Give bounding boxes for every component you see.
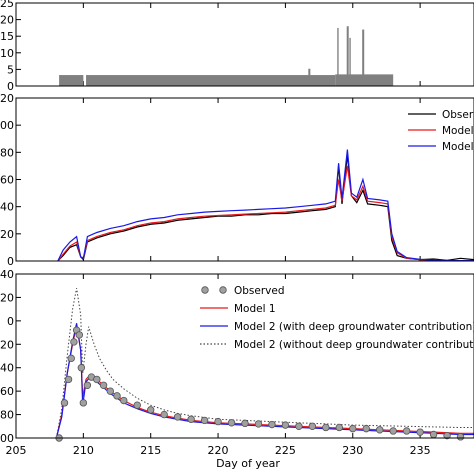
top-axes-frame	[15, 2, 474, 87]
bottom-observed-point	[70, 338, 78, 346]
middle-ytick-label: 40	[0, 201, 14, 214]
bottom-observed-point	[227, 419, 236, 427]
bottom-legend-label: Model 2 (with deep groundwater contribut…	[234, 321, 474, 333]
rain-bar	[308, 68, 311, 86]
bottom-ytick-label: -60	[0, 385, 14, 398]
middle-legend-label: Model 1	[442, 125, 474, 137]
rain-bar	[337, 27, 339, 86]
water-level-panel: -100 -80 -60 -40 -20 0 20 40 205 210 215 220 225 230 2…	[0, 268, 474, 457]
bottom-observed-point	[79, 399, 88, 407]
bottom-observed-point	[120, 396, 128, 405]
rain-bar	[349, 37, 351, 86]
middle-legend-label: Model 2	[442, 141, 474, 153]
bottom-ytick-label: -80	[0, 409, 14, 422]
top-ytick-label: 10	[0, 47, 14, 60]
bottom-observed-point	[376, 426, 384, 434]
bottom-observed-point	[147, 406, 155, 414]
bottom-observed-point	[335, 423, 343, 432]
bottom-xtick-label: 210	[73, 444, 94, 457]
bottom-observed-point	[93, 375, 101, 384]
bottom-ytick-label: 0	[7, 315, 14, 328]
bottom-observed-point	[187, 415, 195, 423]
bottom-observed-point	[67, 354, 75, 363]
bottom-observed-point	[295, 422, 303, 430]
bottom-ytick-label: 20	[0, 291, 14, 304]
bottom-ytick-label: -40	[0, 362, 14, 375]
bottom-observed-point	[308, 422, 317, 430]
bottom-observed-point	[64, 375, 73, 384]
discharge-panel: 0 20 40 60 80 100 120 Observed Model 1 Model 2	[0, 92, 474, 268]
bottom-observed-point	[402, 427, 411, 435]
rainfall-panel: 0 5 10 15 20 25	[0, 0, 474, 93]
bottom-observed-point	[254, 420, 263, 428]
top-ytick-label: 20	[0, 14, 14, 27]
bottom-xtick-label: 220	[208, 444, 229, 457]
bottom-xtick-label: 205	[6, 444, 27, 457]
middle-series-model-1	[57, 165, 474, 262]
middle-ytick-label: 60	[0, 174, 14, 187]
bottom-observed-point	[443, 431, 451, 440]
bottom-xtick-label: 215	[140, 444, 161, 457]
bottom-observed-point	[160, 410, 168, 419]
bottom-observed-point	[214, 417, 222, 426]
middle-axes-frame	[15, 97, 474, 262]
middle-legend-label: Observed	[442, 109, 474, 121]
bottom-xtick-label: 235	[410, 444, 431, 457]
bottom-observed-point	[60, 399, 69, 407]
bottom-observed-point	[241, 419, 249, 428]
bottom-ytick-label: -100	[0, 432, 14, 445]
rain-bar	[346, 26, 349, 87]
bottom-observed-point	[75, 331, 84, 339]
bottom-observed-point	[173, 413, 182, 421]
bottom-observed-point	[77, 364, 86, 372]
bottom-legend-marker	[201, 286, 209, 294]
bottom-xtick-label: 230	[342, 444, 363, 457]
bottom-observed-point	[416, 428, 424, 436]
bottom-observed-point	[349, 424, 357, 433]
top-ytick-label: 15	[0, 30, 14, 43]
bottom-observed-point	[99, 381, 108, 389]
middle-ytick-label: 20	[0, 228, 14, 241]
rain-bar	[86, 75, 336, 86]
bottom-legend-label: Observed	[234, 285, 285, 297]
bottom-legend-label: Model 2 (without deep groundwater contri…	[234, 339, 474, 351]
bottom-observed-point	[322, 423, 330, 432]
bottom-ytick-label: -20	[0, 338, 14, 351]
bottom-ytick-label: 40	[0, 268, 14, 281]
bottom-observed-point	[106, 387, 114, 395]
bottom-xtick-label: 225	[275, 444, 296, 457]
rain-bar	[362, 29, 365, 87]
bottom-observed-point	[456, 433, 465, 441]
middle-series-model-2	[57, 149, 474, 262]
bottom-axes-frame	[15, 273, 474, 439]
bottom-observed-point	[429, 430, 438, 439]
bottom-legend-marker	[219, 286, 227, 294]
bottom-observed-point	[281, 421, 290, 429]
middle-ytick-label: 0	[7, 255, 14, 268]
middle-series-observed	[57, 155, 474, 262]
bottom-observed-point	[362, 424, 370, 433]
bottom-legend-label: Model 1	[234, 303, 276, 315]
x-axis-label: Day of year	[216, 457, 280, 470]
rain-bar	[59, 75, 84, 86]
bottom-observed-point	[268, 420, 276, 429]
bottom-observed-point	[133, 401, 141, 409]
bottom-observed-point	[389, 427, 397, 435]
top-ytick-label: 25	[0, 0, 14, 10]
middle-ytick-label: 100	[0, 119, 14, 132]
middle-ytick-label: 80	[0, 146, 14, 159]
middle-ytick-label: 120	[0, 92, 14, 105]
bottom-observed-point	[83, 381, 92, 389]
top-ytick-label: 0	[7, 80, 14, 93]
top-ytick-label: 5	[7, 63, 14, 76]
bottom-observed-point	[200, 416, 209, 425]
bottom-observed-point	[113, 392, 121, 400]
